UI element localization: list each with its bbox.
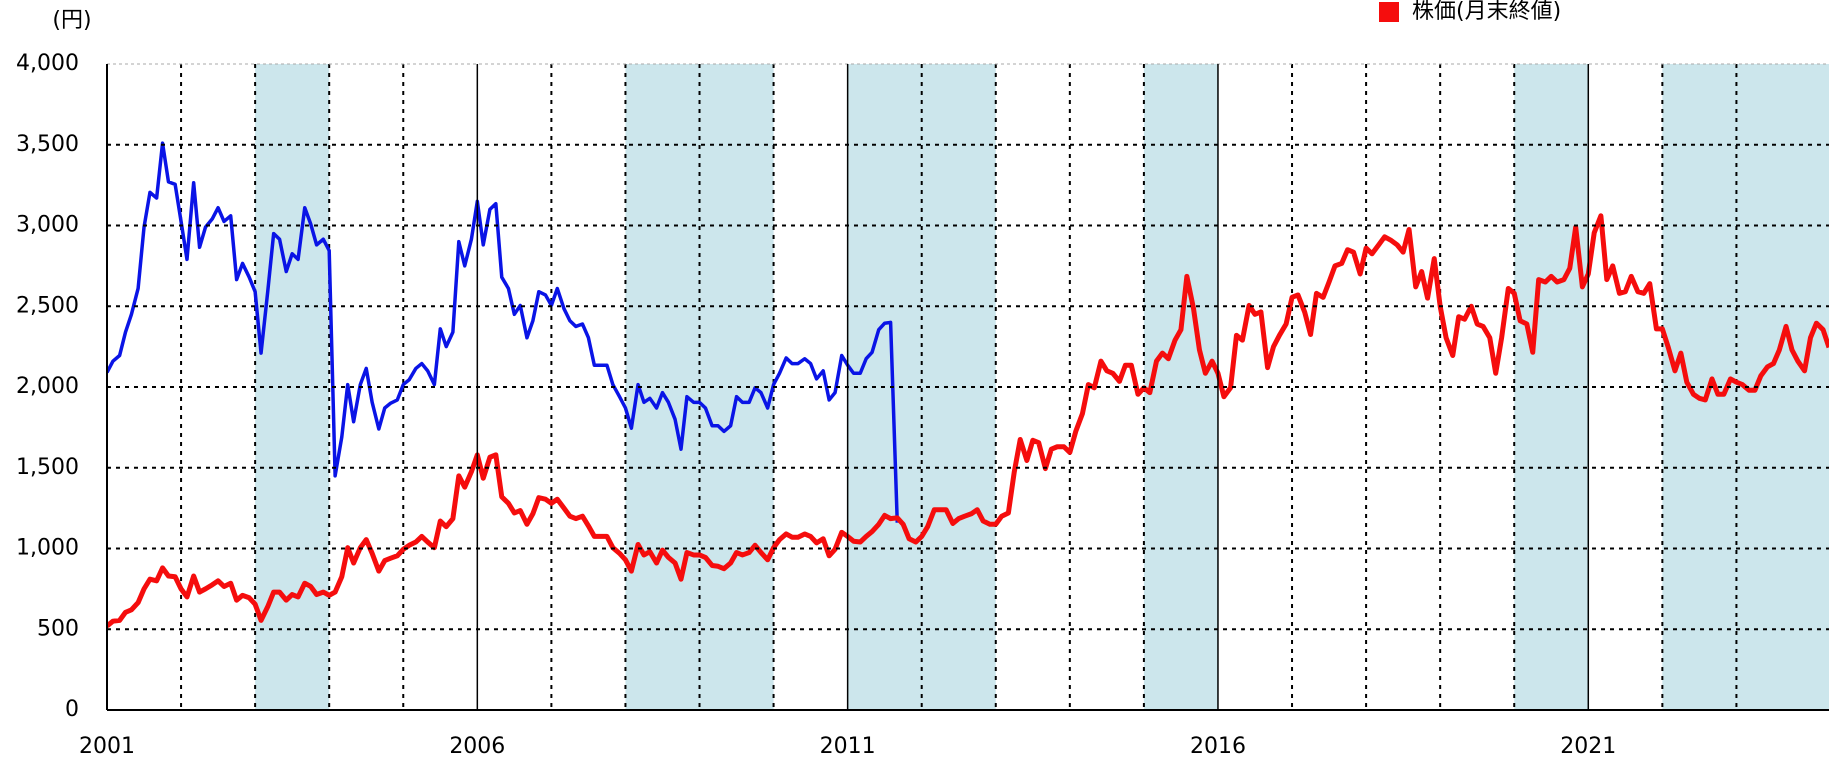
y-tick-label: 4,000 <box>16 51 79 76</box>
y-tick-label: 1,500 <box>16 455 79 480</box>
y-tick-label: 3,000 <box>16 213 79 238</box>
y-tick-label: 500 <box>37 616 79 641</box>
x-tick-label: 2016 <box>1190 734 1246 759</box>
y-tick-label: 1,000 <box>16 536 79 561</box>
series-line <box>107 213 1829 628</box>
y-axis-unit: (円) <box>52 8 91 33</box>
y-tick-label: 0 <box>65 697 79 722</box>
x-tick-label: 2021 <box>1560 734 1616 759</box>
y-tick-label: 2,000 <box>16 374 79 399</box>
x-tick-label: 2011 <box>820 734 876 759</box>
plot-area <box>107 64 1829 710</box>
legend-label: 株価(月末終値) <box>1412 0 1561 24</box>
x-tick-label: 2001 <box>79 734 135 759</box>
legend-swatch <box>1379 2 1399 22</box>
y-tick-label: 2,500 <box>16 293 79 318</box>
y-tick-label: 3,500 <box>16 132 79 157</box>
x-tick-label: 2006 <box>449 734 505 759</box>
series-line <box>107 141 900 523</box>
